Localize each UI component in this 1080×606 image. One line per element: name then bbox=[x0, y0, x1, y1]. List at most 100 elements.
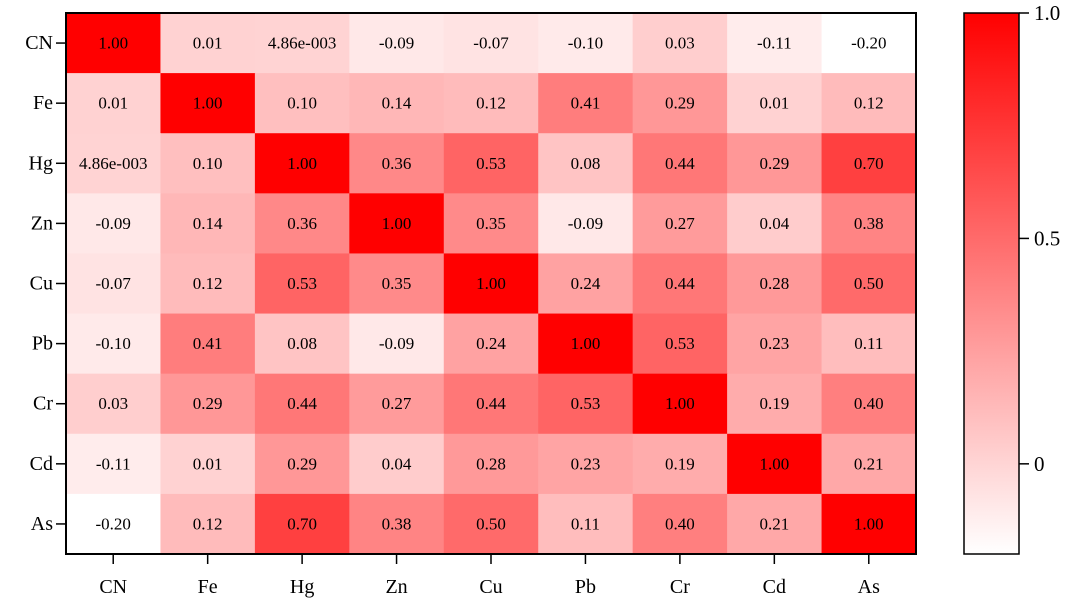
heatmap-cell-zn-hg bbox=[254, 193, 350, 254]
heatmap-cell-cr-cr bbox=[632, 373, 728, 435]
cell-label-cr-cn: 0.03 bbox=[98, 394, 128, 413]
heatmap-cell-zn-as bbox=[821, 193, 917, 254]
heatmap-cell-zn-pb bbox=[538, 193, 634, 254]
heatmap-cell-pb-zn bbox=[349, 313, 445, 375]
cell-label-cd-zn: 0.04 bbox=[382, 454, 412, 473]
x-tick-label-cd: Cd bbox=[763, 576, 786, 598]
heatmap-cell-cd-cr bbox=[632, 433, 728, 495]
heatmap-cell-hg-cd bbox=[727, 133, 823, 194]
heatmap-cell-hg-as bbox=[821, 133, 917, 194]
x-tick-label-cr: Cr bbox=[670, 576, 690, 598]
heatmap-cell-pb-cu bbox=[443, 313, 539, 375]
cell-label-pb-hg: 0.08 bbox=[287, 334, 317, 353]
cell-label-fe-cd: 0.01 bbox=[759, 94, 789, 113]
cell-label-hg-cu: 0.53 bbox=[476, 154, 506, 173]
heatmap-cell-as-cu bbox=[443, 493, 539, 555]
cell-label-as-zn: 0.38 bbox=[382, 514, 412, 533]
cell-label-pb-as: 0.11 bbox=[854, 334, 883, 353]
y-tick-label-cu: Cu bbox=[30, 273, 53, 295]
cell-label-cd-cn: -0.11 bbox=[96, 454, 131, 473]
heatmap-cell-hg-pb bbox=[538, 133, 634, 194]
cell-label-fe-cr: 0.29 bbox=[665, 94, 695, 113]
heatmap-cell-cu-cr bbox=[632, 253, 728, 315]
y-tick-label-fe: Fe bbox=[33, 92, 53, 114]
colorbar: 1.0 0.5 0 bbox=[963, 1, 1060, 555]
cell-label-cn-pb: -0.10 bbox=[568, 34, 603, 53]
cell-label-cr-cr: 1.00 bbox=[665, 394, 695, 413]
y-tick-label-hg: Hg bbox=[29, 152, 53, 174]
y-tick-label-zn: Zn bbox=[31, 212, 53, 234]
heatmap-cell-as-fe bbox=[160, 493, 256, 555]
cell-label-hg-zn: 0.36 bbox=[382, 154, 412, 173]
heatmap-cell-pb-hg bbox=[254, 313, 350, 375]
cell-label-as-cn: -0.20 bbox=[96, 514, 131, 533]
cell-label-zn-hg: 0.36 bbox=[287, 214, 317, 233]
colorbar-tick-label: 1.0 bbox=[1034, 1, 1060, 25]
heatmap-cell-cn-cd bbox=[727, 13, 823, 74]
heatmap-cell-cu-as bbox=[821, 253, 917, 315]
heatmap-cell-fe-cu bbox=[443, 73, 539, 134]
cell-label-hg-cd: 0.29 bbox=[759, 154, 789, 173]
heatmap-cell-cr-fe bbox=[160, 373, 256, 435]
colorbar-tick-label: 0.5 bbox=[1034, 226, 1060, 250]
cell-label-cr-hg: 0.44 bbox=[287, 394, 317, 413]
cell-label-zn-as: 0.38 bbox=[854, 214, 884, 233]
cell-label-cu-zn: 0.35 bbox=[382, 274, 412, 293]
y-axis: CN Fe Hg Zn Cu Pb Cr Cd As bbox=[25, 32, 66, 535]
cell-label-cd-cd: 1.00 bbox=[759, 454, 789, 473]
heatmap-cell-cd-hg bbox=[254, 433, 350, 495]
cell-label-cn-cu: -0.07 bbox=[473, 34, 509, 53]
cell-label-cn-cr: 0.03 bbox=[665, 34, 695, 53]
cell-label-as-hg: 0.70 bbox=[287, 514, 317, 533]
cell-label-hg-as: 0.70 bbox=[854, 154, 884, 173]
heatmap-cell-pb-as bbox=[821, 313, 917, 375]
cell-label-as-cu: 0.50 bbox=[476, 514, 506, 533]
heatmap-cell-cd-pb bbox=[538, 433, 634, 495]
heatmap-cell-cd-cd bbox=[727, 433, 823, 495]
heatmap-cell-cr-zn bbox=[349, 373, 445, 435]
cell-label-as-cr: 0.40 bbox=[665, 514, 695, 533]
heatmap-cell-hg-hg bbox=[254, 133, 350, 194]
y-tick-label-pb: Pb bbox=[32, 333, 53, 355]
cell-label-zn-cr: 0.27 bbox=[665, 214, 695, 233]
heatmap-cell-cu-cu bbox=[443, 253, 539, 315]
heatmap-cell-as-cr bbox=[632, 493, 728, 555]
heatmap-cell-zn-cn bbox=[66, 193, 161, 254]
cell-label-cr-pb: 0.53 bbox=[571, 394, 601, 413]
cell-label-cn-cd: -0.11 bbox=[757, 34, 792, 53]
heatmap-cell-cd-cn bbox=[66, 433, 161, 495]
cell-label-cu-cr: 0.44 bbox=[665, 274, 695, 293]
x-tick-label-cu: Cu bbox=[479, 576, 502, 598]
heatmap-cell-cu-fe bbox=[160, 253, 256, 315]
heatmap-cell-as-hg bbox=[254, 493, 350, 555]
heatmap-cell-cr-cd bbox=[727, 373, 823, 435]
cell-label-cu-hg: 0.53 bbox=[287, 274, 317, 293]
cell-label-cn-hg: 4.86e-003 bbox=[268, 34, 336, 53]
heatmap-cell-zn-zn bbox=[349, 193, 445, 254]
heatmap-cell-cu-hg bbox=[254, 253, 350, 315]
cell-label-fe-as: 0.12 bbox=[854, 94, 884, 113]
x-tick-label-hg: Hg bbox=[290, 576, 314, 598]
cell-label-cr-cu: 0.44 bbox=[476, 394, 506, 413]
cell-label-pb-cn: -0.10 bbox=[96, 334, 131, 353]
cell-label-cd-cu: 0.28 bbox=[476, 454, 506, 473]
heatmap-cell-as-cn bbox=[66, 493, 161, 555]
cell-label-pb-cu: 0.24 bbox=[476, 334, 506, 353]
cell-label-zn-cd: 0.04 bbox=[759, 214, 789, 233]
y-tick-label-cd: Cd bbox=[30, 453, 53, 475]
heatmap-cell-fe-pb bbox=[538, 73, 634, 134]
heatmap-cell-cr-cu bbox=[443, 373, 539, 435]
cell-label-zn-cu: 0.35 bbox=[476, 214, 506, 233]
cell-label-cu-cn: -0.07 bbox=[96, 274, 132, 293]
cell-label-cd-pb: 0.23 bbox=[571, 454, 601, 473]
heatmap-cell-cd-zn bbox=[349, 433, 445, 495]
heatmap-cell-cd-as bbox=[821, 433, 917, 495]
cell-label-fe-pb: 0.41 bbox=[571, 94, 601, 113]
heatmap-cell-zn-cu bbox=[443, 193, 539, 254]
cell-label-zn-zn: 1.00 bbox=[382, 214, 412, 233]
heatmap-cell-pb-pb bbox=[538, 313, 634, 375]
heatmap-cell-as-zn bbox=[349, 493, 445, 555]
heatmap-cell-cn-zn bbox=[349, 13, 445, 74]
cell-label-zn-cn: -0.09 bbox=[96, 214, 131, 233]
heatmap-cells bbox=[66, 13, 917, 555]
